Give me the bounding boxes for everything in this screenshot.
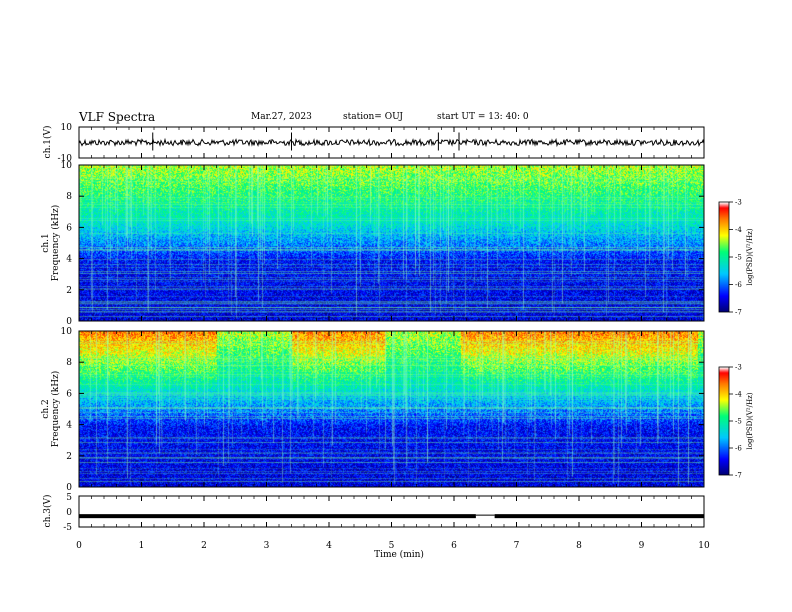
time-axis-tick: 8 — [576, 541, 582, 551]
ch1-colorbar-tick: -5 — [735, 254, 742, 262]
time-axis-tick: 3 — [264, 541, 270, 551]
ch2-spectrogram-ytick: 4 — [66, 421, 72, 431]
ch2-colorbar: -3 -4 -5 -6 -7 log(PSD)(V²/Hz) — [718, 364, 754, 480]
ch2-colorbar-label: log(PSD)(V²/Hz) — [746, 392, 754, 449]
time-axis-tick: 5 — [389, 541, 395, 551]
ch1-spectrogram-ylabel-freq: Frequency (kHz) — [50, 205, 61, 282]
ch1-spectrogram-ytick: 2 — [66, 286, 72, 296]
ch2-colorbar-tick: -7 — [735, 472, 742, 480]
ch2-colorbar-tick: -3 — [735, 364, 742, 372]
ch2-spectrogram-ytick: 8 — [66, 358, 72, 368]
ch1-colorbar-tick: -6 — [735, 281, 742, 289]
ch2-spectrogram-ytick: 0 — [66, 483, 72, 493]
ch2-colorbar-tick: -5 — [735, 418, 742, 426]
ch1-colorbar-tick: -3 — [735, 199, 742, 207]
time-axis-tick: 1 — [139, 541, 145, 551]
figure-title: VLF Spectra — [79, 110, 156, 124]
time-axis-tick: 2 — [201, 541, 207, 551]
ch1-spectrogram-ylabel-ch: ch.1 — [41, 233, 51, 252]
time-axis: 0 1 2 3 4 5 6 7 8 9 10 — [76, 127, 710, 551]
ch3-signal-trace — [79, 514, 704, 519]
ch2-spectrogram-ytick: 2 — [66, 452, 72, 462]
ch1-colorbar: -3 -4 -5 -6 -7 log(PSD)(V²/Hz) — [718, 199, 754, 317]
ch2-spectrogram-ytick: 6 — [66, 389, 72, 399]
date-label: Mar.27, 2023 — [251, 112, 312, 122]
ch1-spectrogram-panel: 0 2 4 6 8 10 ch.1 Frequency (kHz) — [41, 161, 705, 327]
ch1-spectrogram-ytick: 10 — [61, 161, 73, 171]
ch1-waveform-line — [78, 137, 705, 148]
ch1-spectrogram-ytick: 8 — [66, 192, 72, 202]
ch1-waveform-ylabel: ch.1(V) — [42, 126, 53, 159]
ch3-signal-ylabel: ch.3(V) — [42, 495, 53, 528]
ch2-spectrogram-image — [79, 331, 704, 487]
ch2-colorbar-tick: -4 — [735, 391, 742, 399]
ch2-spectrogram-ytick: 10 — [61, 327, 73, 337]
ch1-spectrogram-ytick: 0 — [66, 317, 72, 327]
ch1-spectrogram-ytick: 6 — [66, 223, 72, 233]
ch1-ytick-bottom: -10 — [58, 154, 73, 164]
time-axis-tick: 4 — [326, 541, 332, 551]
time-axis-tick: 7 — [514, 541, 520, 551]
ch1-spectrogram-image — [79, 165, 704, 321]
station-label: station= OUJ — [343, 112, 404, 122]
time-axis-tick: 0 — [76, 541, 82, 551]
ch3-signal-bar — [79, 514, 476, 519]
ch2-spectrogram-ylabel-freq: Frequency (kHz) — [50, 371, 61, 448]
ch2-spectrogram-ylabel-ch: ch.2 — [41, 399, 51, 418]
start-time-label: start UT = 13: 40: 0 — [437, 112, 529, 122]
ch2-spectrogram-panel: 0 2 4 6 8 10 ch.2 Frequency (kHz) — [41, 327, 705, 493]
time-axis-tick: 10 — [698, 541, 710, 551]
time-axis-tick: 9 — [639, 541, 645, 551]
time-axis-tick: 6 — [451, 541, 457, 551]
ch1-colorbar-tick: -4 — [735, 226, 742, 234]
ch1-spectrogram-ytick: 4 — [66, 255, 72, 265]
ch1-colorbar-label: log(PSD)(V²/Hz) — [746, 228, 754, 285]
ch1-waveform-trace — [78, 132, 705, 151]
ch3-ytick-0: 0 — [66, 508, 72, 518]
ch1-colorbar-tick: -7 — [735, 309, 742, 317]
time-axis-label: Time (min) — [374, 549, 424, 560]
ch2-colorbar-tick: -6 — [735, 445, 742, 453]
ch3-ytick-minus5: -5 — [63, 523, 72, 533]
ch3-ytick-5: 5 — [66, 493, 72, 503]
ch3-signal-bar — [494, 514, 704, 519]
ch1-ytick-top: 10 — [61, 123, 73, 133]
